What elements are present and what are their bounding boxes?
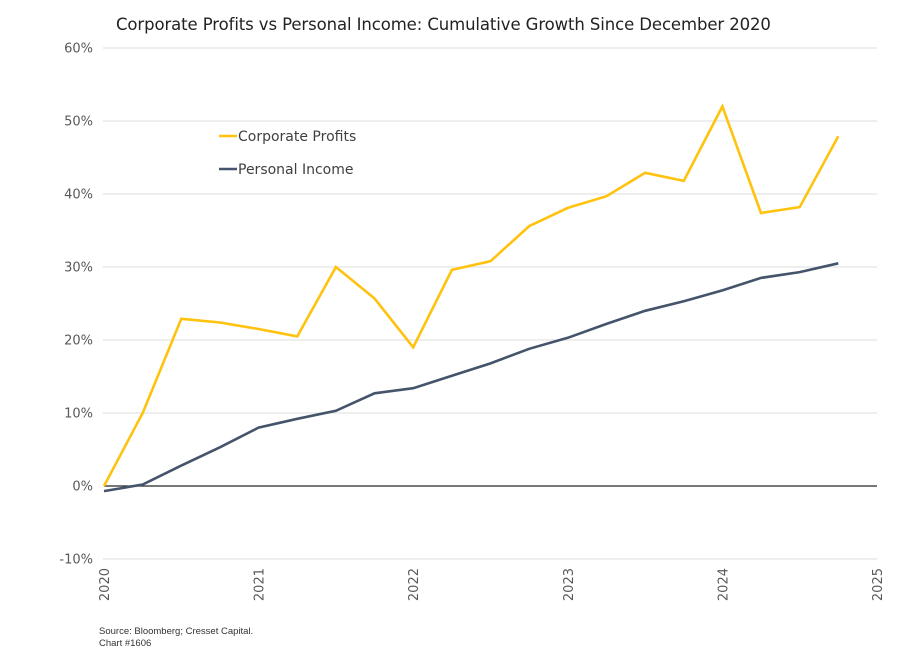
source-note: Source: Bloomberg; Cresset Capital. Char… xyxy=(99,626,253,650)
x-tick-label: 2024 xyxy=(716,568,731,601)
data-series xyxy=(102,103,840,493)
personal-income-line xyxy=(103,262,839,493)
chart-id: Chart #1606 xyxy=(99,638,152,649)
x-tick-label: 2025 xyxy=(871,568,886,601)
gridlines xyxy=(103,47,877,560)
x-axis-ticks: 2020 2021 2022 2023 2024 2025 xyxy=(98,568,886,601)
legend-label: Personal Income xyxy=(238,162,353,178)
source-text: Source: Bloomberg; Cresset Capital. xyxy=(99,626,254,637)
y-tick-label: -10% xyxy=(59,553,93,568)
y-tick-label: 10% xyxy=(64,407,93,422)
y-axis-ticks: 60% 50% 40% 30% 20% 10% 0% -10% xyxy=(59,42,93,568)
y-tick-label: 0% xyxy=(72,480,93,495)
y-tick-label: 30% xyxy=(64,261,93,276)
x-tick-label: 2023 xyxy=(562,568,577,601)
y-tick-label: 60% xyxy=(64,42,93,57)
x-tick-label: 2021 xyxy=(253,568,268,601)
x-tick-label: 2020 xyxy=(98,568,113,601)
chart-title: Corporate Profits vs Personal Income: Cu… xyxy=(116,15,771,34)
x-tick-label: 2022 xyxy=(407,568,422,601)
legend-label: Corporate Profits xyxy=(238,129,356,145)
legend: Corporate Profits Personal Income xyxy=(219,129,356,178)
y-tick-label: 20% xyxy=(64,334,93,349)
y-tick-label: 40% xyxy=(64,188,93,203)
y-tick-label: 50% xyxy=(64,115,93,130)
corporate-profits-line xyxy=(102,103,840,487)
